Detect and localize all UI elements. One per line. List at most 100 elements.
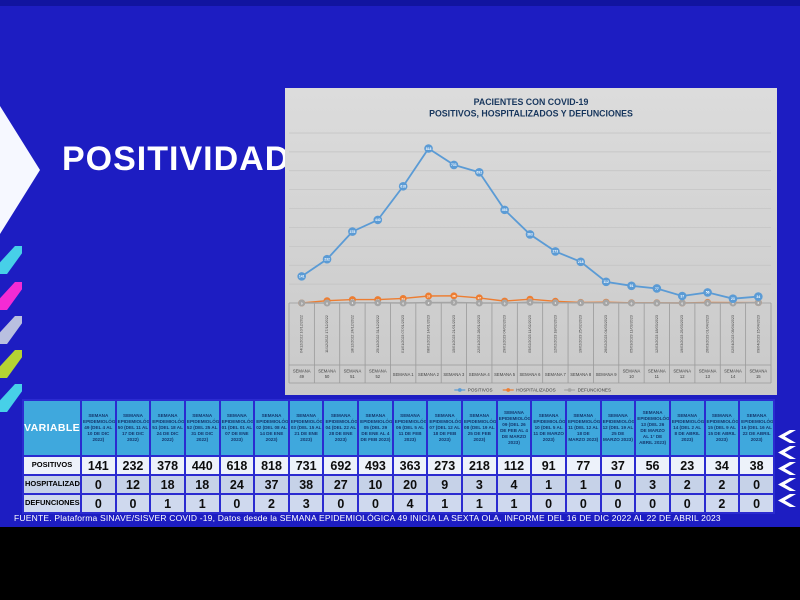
table-header-cell: SEMANA EPIDEMIOLÓGICA 15 (DEL 9 AL 15 DE… (703, 399, 741, 457)
table-value-cell: 0 (80, 493, 117, 514)
stripe-cyan2-icon (0, 384, 22, 412)
svg-text:01/01/2023 07/01/2023: 01/01/2023 07/01/2023 (401, 315, 405, 353)
table-header-cell: SEMANA EPIDEMIOLÓGICA 09 (DEL 26 de FEB … (495, 399, 533, 457)
svg-text:112: 112 (603, 280, 609, 284)
table-value-cell: 1 (461, 493, 498, 514)
table-value-cell: 0 (599, 493, 637, 514)
table-value-cell: 1 (426, 493, 464, 514)
table-value-cell: 23 (668, 455, 706, 476)
svg-text:05/02/2023 11/02/2023: 05/02/2023 11/02/2023 (528, 315, 532, 353)
svg-text:SEMANA 3: SEMANA 3 (443, 372, 465, 377)
svg-text:38: 38 (452, 294, 456, 298)
table-value-cell: 1 (183, 493, 221, 514)
table-corner-cell: VARIABLE (22, 399, 82, 457)
table-header-cell: SEMANA EPIDEMIOLÓGICA 08 (DEL 19 al 25 D… (461, 399, 498, 457)
svg-text:26/03/2023 01/04/2023: 26/03/2023 01/04/2023 (706, 315, 710, 353)
svg-text:692: 692 (476, 171, 482, 175)
table-row: POSITIVOS 141 232 378 440 618 818 731 692 493 363 2… (22, 455, 775, 476)
svg-text:0: 0 (681, 301, 683, 305)
table-header-cell: SEMANA EPIDEMIOLÓGICA 51 (DEL 18 al 24 d… (149, 399, 186, 457)
table-value-cell: 1 (495, 493, 533, 514)
table-value-cell: 363 (391, 455, 429, 476)
svg-text:141: 141 (299, 275, 305, 279)
table-value-cell: 218 (461, 455, 498, 476)
svg-text:DEFUNCIONES: DEFUNCIONES (578, 388, 611, 393)
stripe-lime-icon (0, 350, 22, 378)
svg-text:23: 23 (731, 297, 735, 301)
table-value-cell: 0 (738, 493, 775, 514)
svg-text:0: 0 (707, 301, 709, 305)
svg-text:37: 37 (427, 294, 431, 298)
svg-text:0: 0 (402, 301, 404, 305)
table-row-label: POSITIVOS (22, 455, 82, 476)
covid-line-chart: PACIENTES CON COVID-19 POSITIVOS, HOSPITA… (285, 88, 777, 395)
table-value-cell: 0 (218, 493, 256, 514)
svg-text:0: 0 (301, 301, 303, 305)
svg-text:4: 4 (529, 301, 531, 305)
svg-text:56: 56 (706, 291, 710, 295)
table-value-cell: 3 (461, 474, 498, 495)
chart-svg: PACIENTES CON COVID-19 POSITIVOS, HOSPITA… (285, 88, 777, 395)
table-value-cell: 378 (149, 455, 186, 476)
ribbon-chevrons-icon (778, 430, 798, 512)
table-header-cell: SEMANA EPIDEMIOLÓGICA 16 (DEL 16 AL 22 D… (738, 399, 775, 457)
svg-text:19/02/2023 25/02/2023: 19/02/2023 25/02/2023 (579, 315, 583, 353)
svg-text:12/02/2023 18/02/2023: 12/02/2023 18/02/2023 (553, 315, 557, 353)
table-value-cell: 77 (564, 455, 602, 476)
svg-text:37: 37 (680, 294, 684, 298)
table-value-cell: 20 (391, 474, 429, 495)
table-value-cell: 27 (322, 474, 360, 495)
table-row-label: HOSPITALIZADOS (22, 474, 82, 495)
source-note: FUENTE. Plataforma SINAVE/SISVER COVID -… (14, 513, 721, 523)
table-value-cell: 4 (391, 493, 429, 514)
table-value-cell: 24 (218, 474, 256, 495)
svg-text:0: 0 (504, 301, 506, 305)
table-header-cell: SEMANA EPIDEMIOLÓGICA 05 (DEL 29 DE ENE … (357, 399, 394, 457)
svg-text:18/12/2022 24/12/2022: 18/12/2022 24/12/2022 (350, 315, 354, 353)
table-value-cell: 1 (149, 493, 186, 514)
svg-text:15/01/2023 21/01/2023: 15/01/2023 21/01/2023 (452, 315, 456, 353)
svg-text:440: 440 (375, 218, 381, 222)
table-header-cell: SEMANA EPIDEMIOLÓGICA 49 (DEL 4 al 10 de… (80, 399, 117, 457)
table-value-cell: 692 (322, 455, 360, 476)
svg-text:26/02/2023 04/03/2023: 26/02/2023 04/03/2023 (604, 315, 608, 353)
table-value-cell: 37 (599, 455, 637, 476)
table-value-cell: 731 (287, 455, 325, 476)
svg-text:618: 618 (400, 185, 406, 189)
slide: POSITIVIDAD PACIENTES CON COVID-19 POSITI… (0, 0, 800, 527)
stripe-magenta-icon (0, 282, 22, 310)
chevron-right-icon (0, 106, 40, 234)
table-header-cell: SEMANA EPIDEMIOLÓGICA 14 (DEL 2 AL 8 DE … (668, 399, 706, 457)
svg-text:25/12/2022 31/12/2022: 25/12/2022 31/12/2022 (376, 315, 380, 353)
svg-text:493: 493 (502, 208, 508, 212)
svg-text:1: 1 (377, 301, 379, 305)
svg-text:SEMANA 4: SEMANA 4 (469, 372, 491, 377)
table-value-cell: 440 (183, 455, 221, 476)
table-value-cell: 0 (530, 493, 567, 514)
table-value-cell: 141 (80, 455, 117, 476)
table-value-cell: 0 (114, 493, 152, 514)
table-header-cell: SEMANA EPIDEMIOLÓGICA 10 (DEL 5 al 11 DE… (530, 399, 567, 457)
svg-text:218: 218 (578, 260, 584, 264)
table-value-cell: 273 (426, 455, 464, 476)
svg-text:04/12/2022 10/12/2022: 04/12/2022 10/12/2022 (300, 315, 304, 353)
svg-text:08/01/2023 14/01/2023: 08/01/2023 14/01/2023 (427, 315, 431, 353)
svg-text:0: 0 (326, 301, 328, 305)
top-strip (0, 0, 800, 6)
svg-text:SEMANA 2: SEMANA 2 (418, 372, 440, 377)
table-value-cell: 2 (668, 474, 706, 495)
svg-text:SEMANA 8: SEMANA 8 (570, 372, 592, 377)
table-value-cell: 0 (357, 493, 394, 514)
table-value-cell: 0 (738, 474, 775, 495)
